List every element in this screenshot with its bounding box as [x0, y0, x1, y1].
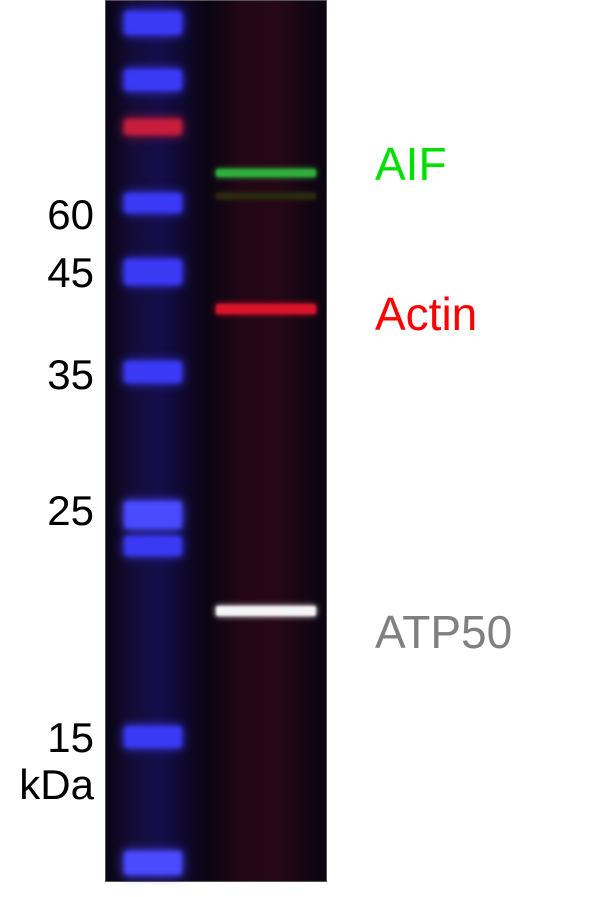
mw-label-15: 15: [4, 714, 94, 762]
ladder-band: [124, 851, 182, 875]
figure-container: 60 45 35 25 15 kDa AIF Actin ATP50: [0, 0, 604, 897]
band-label-aif: AIF: [375, 137, 447, 191]
band-label-atp50: ATP50: [375, 605, 512, 659]
gel-image: [105, 0, 327, 882]
mw-label-25: 25: [4, 487, 94, 535]
sample-lane: [206, 1, 326, 881]
ladder-band: [124, 193, 182, 213]
ladder-band: [124, 259, 182, 285]
ladder-band: [124, 501, 182, 529]
ladder-band: [124, 361, 182, 383]
ladder-band: [124, 11, 182, 35]
sample-band-atp50: [216, 606, 316, 616]
sample-band-faint: [216, 193, 316, 199]
mw-label-60: 60: [4, 191, 94, 239]
ladder-band: [124, 536, 182, 556]
mw-label-45: 45: [4, 249, 94, 297]
mw-label-kda: kDa: [4, 761, 94, 809]
ladder-band: [124, 119, 182, 135]
sample-band-aif: [216, 169, 316, 177]
sample-band-actin: [216, 304, 316, 314]
band-label-actin: Actin: [375, 287, 477, 341]
mw-label-35: 35: [4, 351, 94, 399]
ladder-band: [124, 726, 182, 748]
ladder-band: [124, 69, 182, 91]
